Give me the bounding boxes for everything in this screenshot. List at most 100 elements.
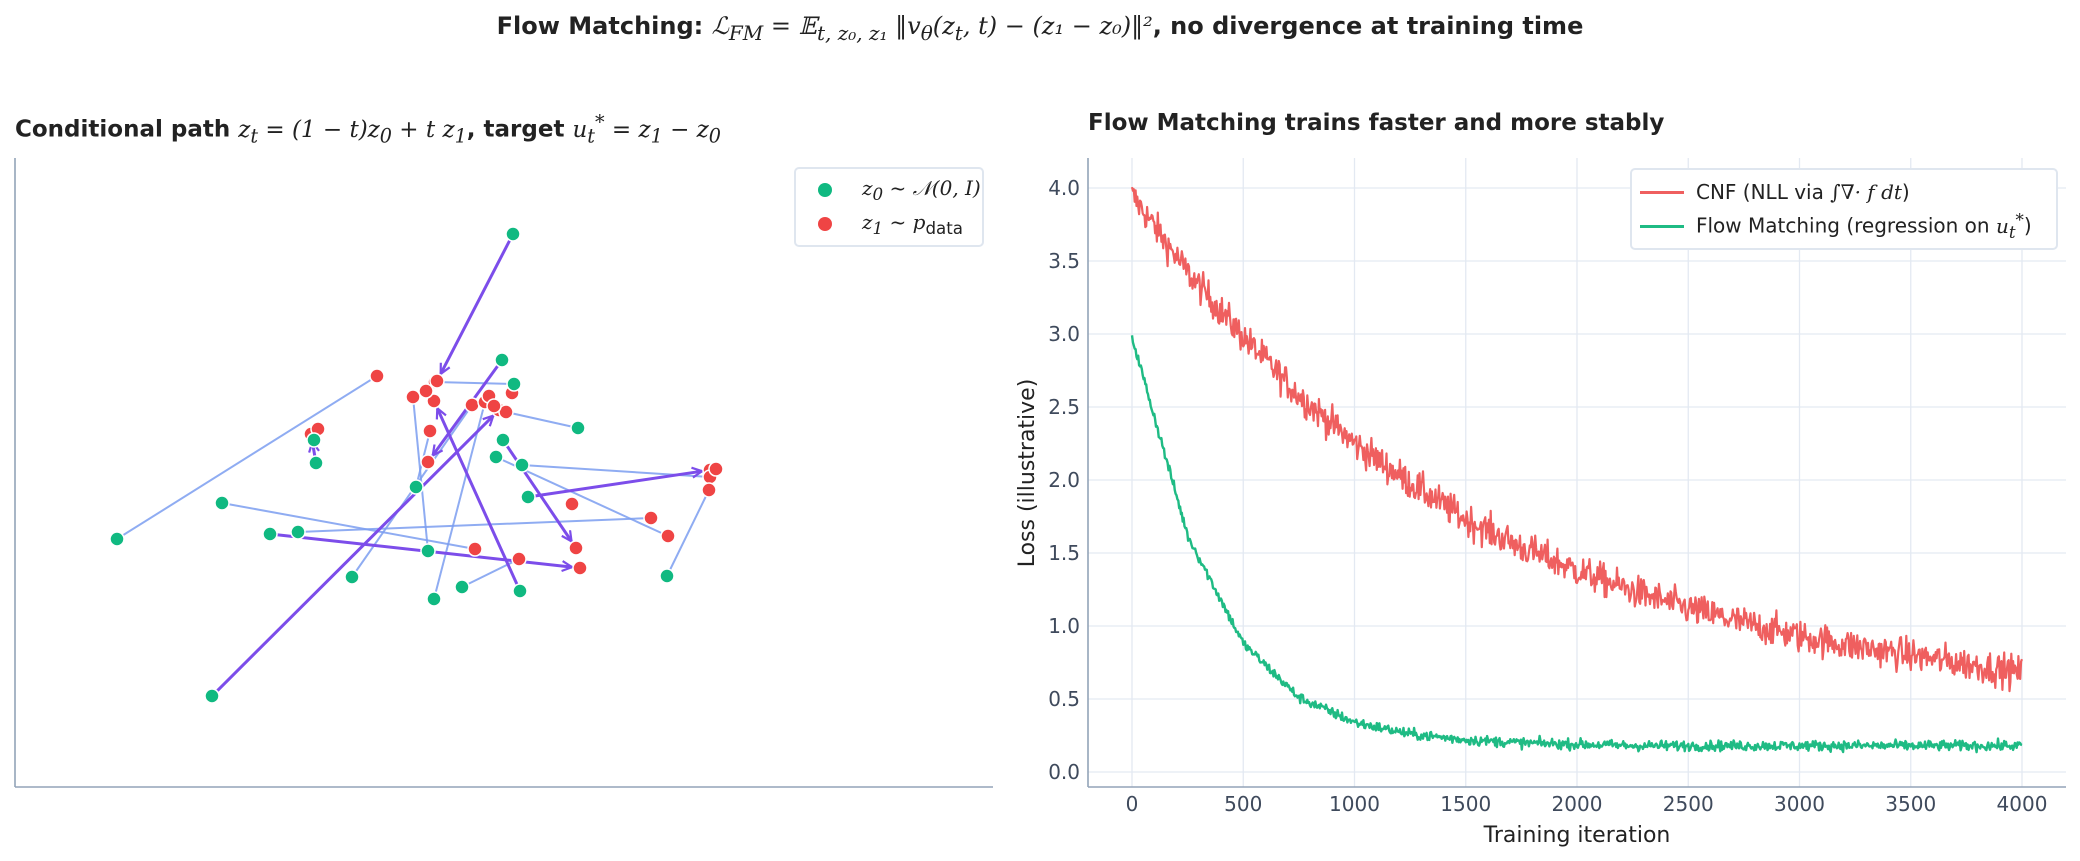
left-title-formula-path: zt = (1 − t)z0 + t z1 <box>238 116 467 148</box>
z1-point <box>568 540 584 556</box>
pair-line <box>434 381 515 385</box>
z1-point <box>429 373 445 389</box>
fm-line-icon <box>1640 224 1684 228</box>
x-tick-label: 1500 <box>1440 792 1491 816</box>
right-panel-title: Flow Matching trains faster and more sta… <box>1088 110 1665 136</box>
z0-point <box>262 526 278 542</box>
z1-point <box>418 383 434 399</box>
z0-point <box>344 569 360 585</box>
y-tick-label: 4.0 <box>1048 176 1080 200</box>
y-tick-label: 2.0 <box>1048 468 1080 492</box>
cnf-line-icon <box>1640 190 1684 194</box>
x-tick-labels: 0 500 1000 1500 2000 2500 3000 3500 4000 <box>1126 792 2048 816</box>
pair-line <box>116 375 378 540</box>
left-panel-title: Conditional path zt = (1 − t)z0 + t z1, … <box>15 110 721 147</box>
conditional-path-arrow <box>437 408 522 592</box>
z0-point <box>659 568 675 584</box>
y-tick-label: 2.5 <box>1048 395 1080 419</box>
conditional-path-arrow <box>210 416 493 698</box>
z0-points <box>109 226 675 704</box>
x-tick-label: 2000 <box>1552 792 1603 816</box>
conditional-path-arrow <box>527 471 702 499</box>
z1-point <box>422 423 438 439</box>
legend-item-z1: z1 ~ pdata <box>796 207 982 241</box>
legend-item-cnf: CNF (NLL via ∫∇· f dt) <box>1632 175 2056 209</box>
z1-marker-icon <box>818 217 832 231</box>
z0-point <box>109 531 125 547</box>
z0-point <box>512 583 528 599</box>
x-tick-label: 1000 <box>1329 792 1380 816</box>
z0-point <box>494 352 510 368</box>
z1-point <box>708 461 724 477</box>
legend-label-cnf: CNF (NLL via ∫∇· f dt) <box>1696 180 1910 204</box>
x-tick-label: 500 <box>1224 792 1262 816</box>
x-tick-label: 4000 <box>1997 792 2048 816</box>
y-tick-label: 3.0 <box>1048 322 1080 346</box>
z0-point <box>495 432 511 448</box>
y-tick-label: 1.5 <box>1048 541 1080 565</box>
x-tick-label: 3000 <box>1774 792 1825 816</box>
z0-point <box>570 420 586 436</box>
left-title-prefix: Conditional path <box>15 116 239 143</box>
left-legend: z0 ~ 𝒩(0, I) z1 ~ pdata <box>794 167 984 247</box>
legend-label-z0: z0 ~ 𝒩(0, I) <box>862 176 981 204</box>
z0-point <box>505 226 521 242</box>
x-axis-label: Training iteration <box>1483 823 1671 848</box>
pair-line <box>297 517 653 533</box>
legend-label-z1: z1 ~ pdata <box>862 210 963 238</box>
y-tick-label: 1.0 <box>1048 614 1080 638</box>
y-tick-label: 0.0 <box>1048 760 1080 784</box>
x-tick-label: 3500 <box>1885 792 1936 816</box>
z0-point <box>454 579 470 595</box>
z0-point <box>408 479 424 495</box>
x-tick-label: 0 <box>1126 792 1139 816</box>
z0-point <box>204 688 220 704</box>
suptitle-formula: ℒFM = 𝔼t, z₀, z₁ ‖vθ(zt, t) − (z₁ − z₀)‖… <box>711 12 1153 45</box>
conditional-path-arrow <box>501 439 572 541</box>
z1-point <box>660 528 676 544</box>
z1-point <box>511 551 527 567</box>
y-tick-label: 0.5 <box>1048 687 1080 711</box>
left-title-mid: , target <box>466 116 573 143</box>
figure-suptitle: Flow Matching: ℒFM = 𝔼t, z₀, z₁ ‖vθ(zt, … <box>0 12 2080 45</box>
y-tick-label: 3.5 <box>1048 249 1080 273</box>
legend-item-z0: z0 ~ 𝒩(0, I) <box>796 173 982 207</box>
pair-line <box>505 411 579 429</box>
z1-point <box>564 496 580 512</box>
cnf-loss-line <box>1130 186 2024 693</box>
z1-point <box>486 398 502 414</box>
z0-point <box>214 495 230 511</box>
fm-loss-line <box>1130 335 2023 754</box>
z1-point <box>498 404 514 420</box>
z1-point <box>643 510 659 526</box>
pair-lines <box>116 375 711 600</box>
y-axis-label: Loss (illustrative) <box>1015 379 1040 568</box>
pair-line <box>221 502 476 550</box>
legend-item-fm: Flow Matching (regression on ut*) <box>1632 209 2056 243</box>
right-legend: CNF (NLL via ∫∇· f dt) Flow Matching (re… <box>1630 168 2058 250</box>
z0-point <box>488 449 504 465</box>
z1-point <box>426 393 442 409</box>
suptitle-prefix: Flow Matching: <box>496 12 712 40</box>
left-title-formula-target: ut* = z1 − z0 <box>572 110 721 148</box>
z1-points <box>303 368 724 576</box>
pair-line <box>461 558 520 588</box>
y-tick-labels: 0.0 0.5 1.0 1.5 2.0 2.5 3.0 3.5 4.0 <box>1048 176 1080 784</box>
z0-point <box>290 524 306 540</box>
z1-point <box>467 541 483 557</box>
z1-point <box>701 482 717 498</box>
pair-line <box>666 489 710 577</box>
z1-point <box>405 389 421 405</box>
z0-point <box>420 543 436 559</box>
x-tick-label: 2500 <box>1663 792 1714 816</box>
suptitle-suffix: , no divergence at training time <box>1152 12 1584 40</box>
z0-marker-icon <box>818 183 832 197</box>
legend-label-fm: Flow Matching (regression on ut*) <box>1696 210 2032 242</box>
grid-lines <box>1088 158 2066 787</box>
conditional-path-arrow <box>439 233 515 374</box>
z1-point <box>369 368 385 384</box>
pair-line <box>412 396 429 552</box>
pair-line <box>433 401 486 600</box>
